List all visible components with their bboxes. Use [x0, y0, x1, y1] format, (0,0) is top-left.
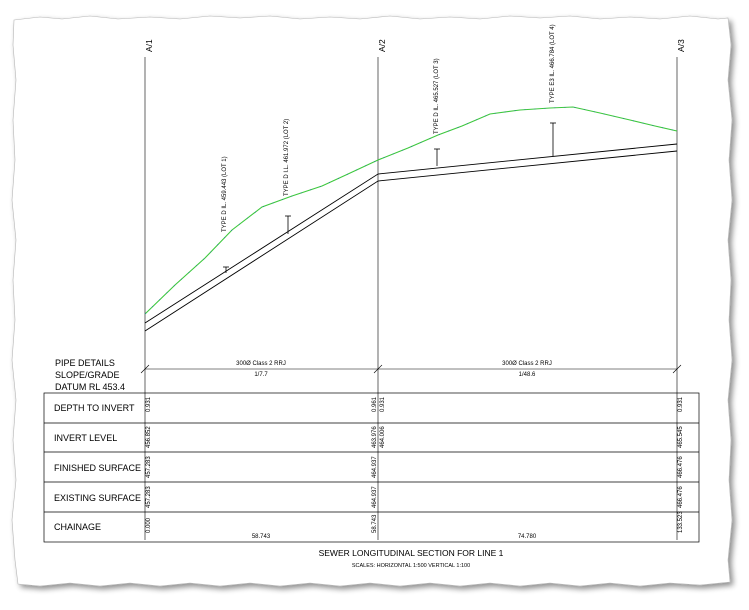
- cell-value: 465.545: [678, 426, 684, 448]
- finished-surface-line: [144, 106, 678, 315]
- cell-value: 464.006: [380, 426, 386, 448]
- cell-value: 0.931: [678, 396, 684, 412]
- paper-sheet: [11, 15, 733, 587]
- junction-marker-lot4: [550, 122, 556, 156]
- grid-label-a3: A/3: [676, 39, 686, 52]
- pipe-obvert-line: [144, 150, 678, 332]
- grid-label-a1: A/1: [144, 39, 154, 52]
- grid-label-a2: A/2: [377, 39, 387, 52]
- cell-value: 456.852: [146, 426, 152, 448]
- annotation-lot2: TYPE D I.L. 461.972 (LOT 2): [284, 119, 290, 196]
- annotation-lot4: TYPE E3 IL. 466.784 (LOT 4): [550, 24, 556, 103]
- cell-value: 464.937: [372, 486, 378, 508]
- pipe-invert-line: [144, 143, 678, 324]
- cell-value: 0.931: [380, 396, 386, 412]
- cell-value: 464.937: [372, 456, 378, 478]
- cell-value: 466.476: [678, 486, 684, 508]
- row-label-chainage: CHAINAGE: [54, 522, 101, 532]
- row-label-depth-to-invert: DEPTH TO INVERT: [54, 403, 135, 413]
- cell-value: 58.743: [372, 514, 378, 533]
- cell-value: 457.283: [146, 456, 152, 478]
- dimension-ticks: [140, 364, 682, 374]
- row-label-existing-surface: EXISTING SURFACE: [54, 493, 141, 503]
- junction-marker-lot2: [285, 215, 291, 234]
- annotation-lot3: TYPE D IL. 465.527 (LOT 3): [434, 58, 440, 134]
- segment2-pipe: 300Ø Class 2 RRJ: [502, 361, 552, 367]
- cell-value: 466.476: [678, 456, 684, 478]
- drawing-subtitle: SCALES: HORIZONTAL 1:500 VERTICAL 1:100: [352, 563, 470, 569]
- datum-label: DATUM RL 453.4: [55, 382, 125, 392]
- pipe-details-label: PIPE DETAILS: [55, 358, 115, 368]
- junction-marker-lot3: [434, 148, 440, 166]
- slope-grade-label: SLOPE/GRADE: [55, 370, 120, 380]
- cell-value: 457.283: [146, 486, 152, 508]
- cell-value: 0.000: [146, 517, 152, 533]
- drawing-title: SEWER LONGITUDINAL SECTION FOR LINE 1: [319, 548, 504, 558]
- segment1-slope: 1/7.7: [254, 372, 268, 378]
- segment2-slope: 1/48.6: [519, 372, 536, 378]
- annotation-lot1: TYPE D IL. 459.443 (LOT 1): [222, 156, 228, 232]
- row-label-invert-level: INVERT LEVEL: [54, 433, 117, 443]
- segment2-length: 74.780: [518, 534, 537, 540]
- cell-value: 463.976: [372, 426, 378, 448]
- row-label-finished-surface: FINISHED SURFACE: [54, 463, 141, 473]
- cell-value: 0.931: [146, 396, 152, 412]
- junction-marker-lot1: [223, 266, 229, 273]
- segment1-length: 58.743: [252, 534, 271, 540]
- segment1-pipe: 300Ø Class 2 RRJ: [236, 361, 286, 367]
- data-table: [43, 392, 700, 543]
- cell-value: 133.523: [678, 511, 684, 533]
- cell-value: 0.961: [372, 396, 378, 412]
